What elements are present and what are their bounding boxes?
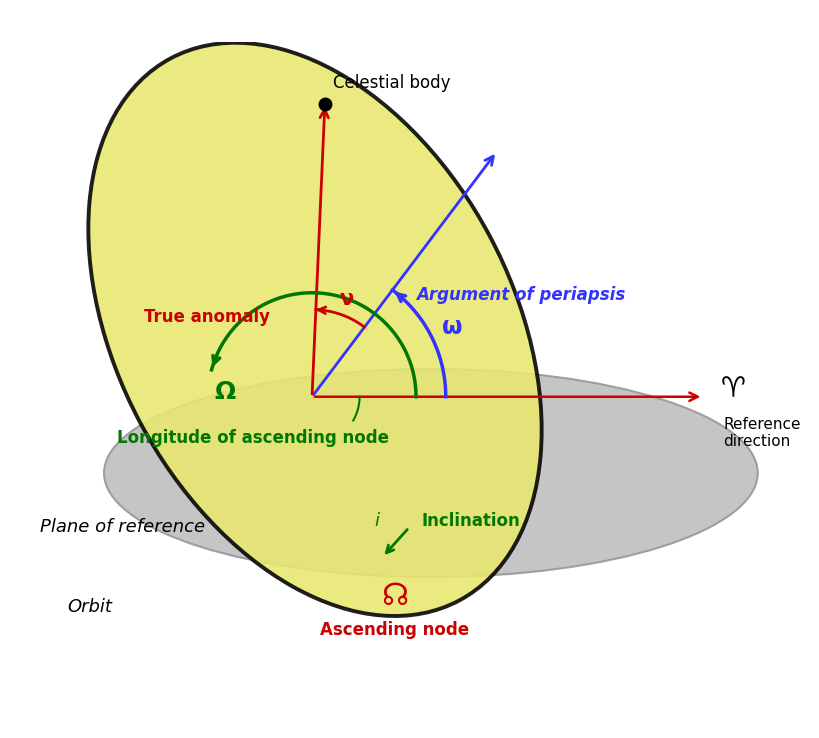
Text: i: i [373,511,378,530]
Text: Longitude of ascending node: Longitude of ascending node [117,430,388,447]
Text: Ascending node: Ascending node [319,621,468,638]
Text: Inclination: Inclination [422,511,520,530]
Text: ♈: ♈ [720,375,745,403]
Ellipse shape [88,43,541,616]
Text: Plane of reference: Plane of reference [39,519,205,537]
Text: Orbit: Orbit [67,598,112,615]
Text: ☊: ☊ [380,582,407,611]
Text: True anomaly: True anomaly [143,308,269,326]
Text: Ω: Ω [214,380,235,404]
Text: ν: ν [340,289,354,308]
Text: Celestial body: Celestial body [333,74,450,92]
Ellipse shape [104,369,757,577]
Text: ω: ω [441,315,462,339]
Text: Reference
direction: Reference direction [722,416,799,449]
Text: Argument of periapsis: Argument of periapsis [415,286,625,304]
